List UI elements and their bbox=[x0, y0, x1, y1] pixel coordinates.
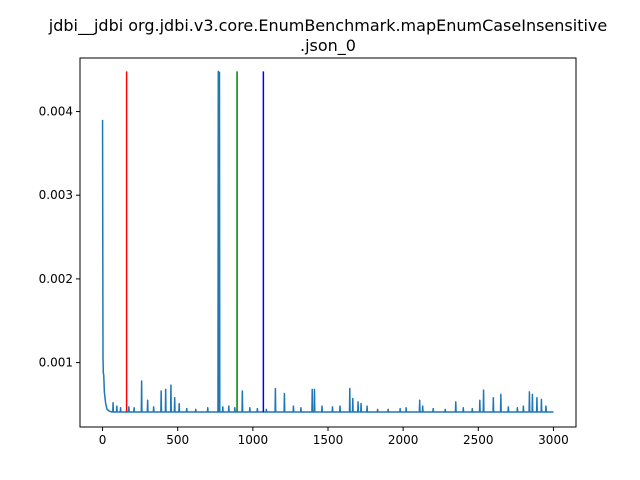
chart-title-line1: jdbi__jdbi org.jdbi.v3.core.EnumBenchmar… bbox=[48, 16, 607, 36]
x-tick-label: 0 bbox=[99, 433, 107, 447]
axis-ticks: 0 500 1000 1500 2000 2500 3000 0.001 0.002 0.003 0… bbox=[39, 105, 569, 447]
x-tick-label: 500 bbox=[166, 433, 189, 447]
axes-frame bbox=[79, 57, 577, 428]
y-tick-label: 0.004 bbox=[39, 105, 73, 119]
x-tick-label: 3000 bbox=[538, 433, 569, 447]
chart-title-line2: .json_0 bbox=[300, 36, 356, 56]
y-tick-label: 0.001 bbox=[39, 356, 73, 370]
series-line bbox=[101, 70, 554, 413]
y-tick-label: 0.002 bbox=[39, 272, 73, 286]
x-tick-label: 1000 bbox=[238, 433, 269, 447]
y-tick-label: 0.003 bbox=[39, 188, 73, 202]
x-tick-label: 1500 bbox=[313, 433, 344, 447]
x-tick-label: 2000 bbox=[388, 433, 419, 447]
x-tick-label: 2500 bbox=[463, 433, 494, 447]
plot-area bbox=[101, 70, 554, 413]
